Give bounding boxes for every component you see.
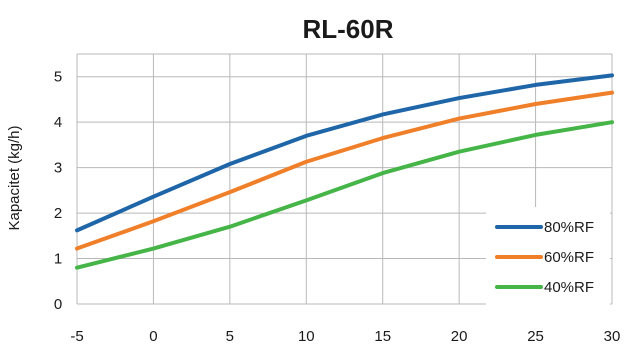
y-tick-label-2: 2 [54, 205, 62, 222]
y-axis-label: Kapacitet (kg/h) [6, 125, 23, 230]
y-tick-label-1: 1 [54, 251, 62, 268]
x-tick-label-1: 0 [149, 328, 157, 345]
y-tick-label-3: 3 [54, 160, 62, 177]
x-tick-label-6: 25 [527, 328, 544, 345]
x-tick-label-7: 30 [604, 328, 621, 345]
x-tick-label-0: -5 [70, 328, 83, 345]
series-line-80pctrf [75, 73, 614, 233]
y-tick-label-4: 4 [54, 114, 62, 131]
legend-label-0: 80%RF [544, 219, 594, 236]
series-line-60pctrf [75, 90, 614, 251]
series-lines [75, 73, 614, 270]
series-line-40pctrf [75, 120, 614, 270]
x-tick-label-4: 15 [374, 328, 391, 345]
x-tick-label-5: 20 [451, 328, 468, 345]
y-tick-label-5: 5 [54, 69, 62, 86]
chart-legend: 80%RF 60%RF 40%RF [486, 207, 610, 307]
legend-label-1: 60%RF [544, 249, 594, 266]
x-tick-label-2: 5 [226, 328, 234, 345]
chart-title: RL-60R [302, 14, 393, 44]
legend-label-2: 40%RF [544, 279, 594, 296]
y-tick-label-0: 0 [54, 296, 62, 313]
x-tick-label-3: 10 [298, 328, 315, 345]
axis-tick-labels: -5 0 5 10 15 20 25 30 0 1 2 3 4 5 [54, 69, 621, 345]
